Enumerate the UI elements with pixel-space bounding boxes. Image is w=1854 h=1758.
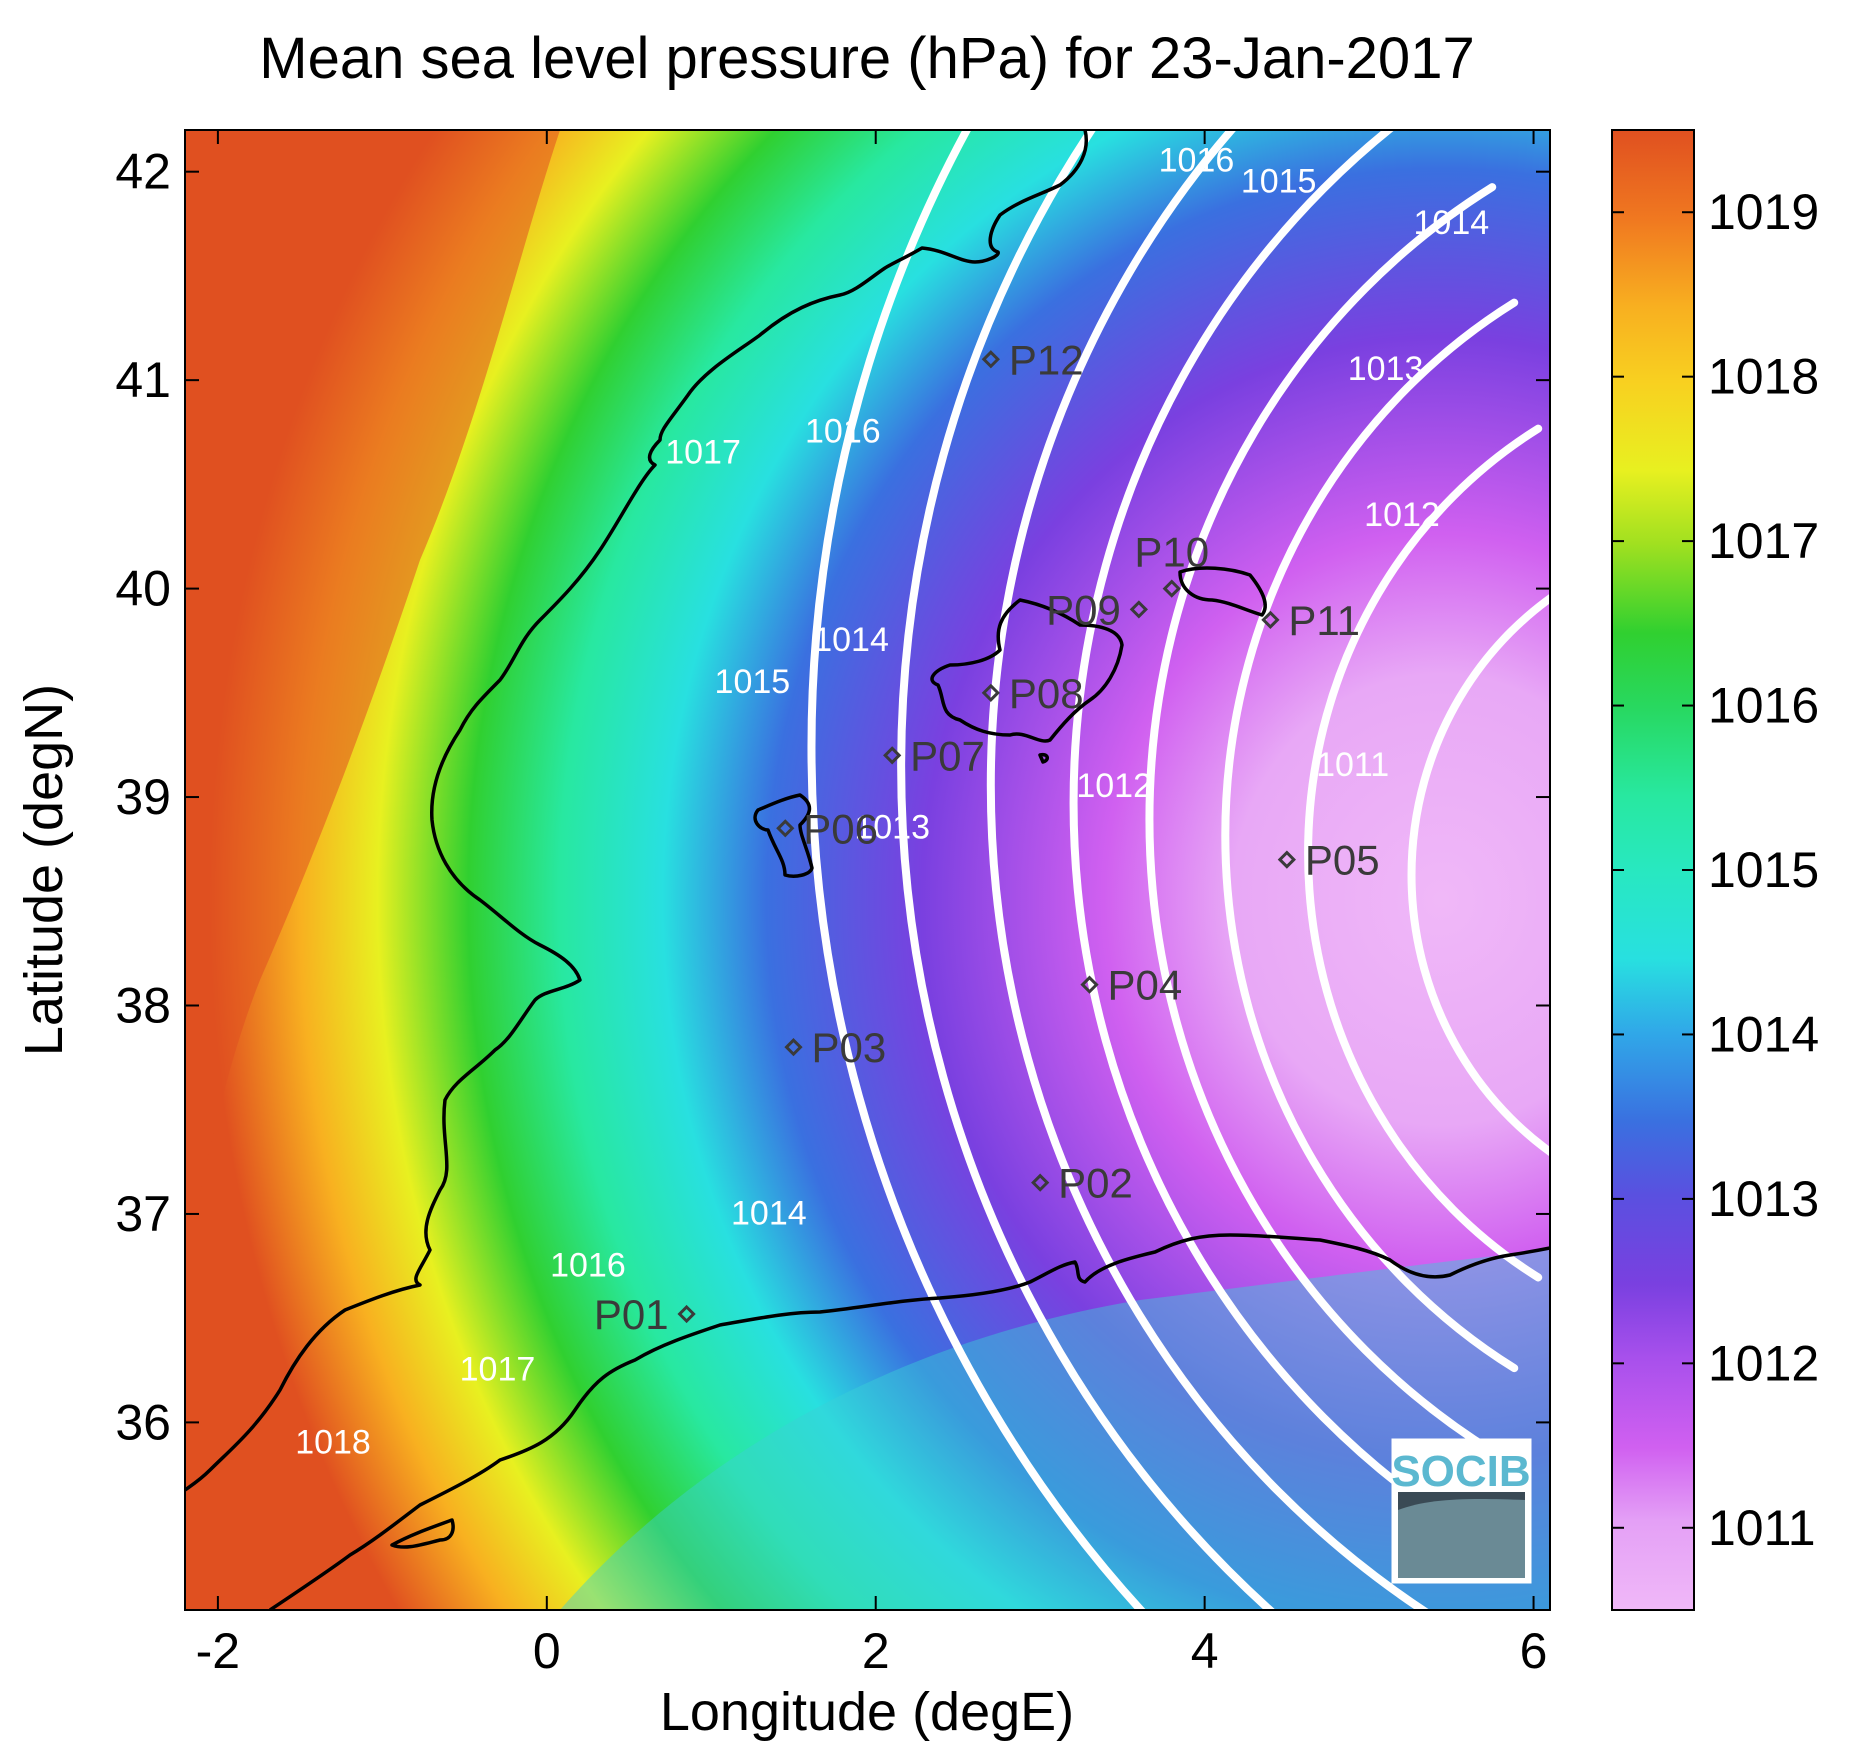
- colorbar-tick-label: 1015: [1708, 842, 1819, 898]
- y-tick-label: 38: [115, 977, 171, 1033]
- colorbar-tick-label: 1016: [1708, 678, 1819, 734]
- y-tick-label: 36: [115, 1394, 171, 1450]
- isobar-label: 1012: [1076, 767, 1152, 805]
- station-label: P06: [803, 805, 878, 852]
- socib-logo: SOCIB: [1391, 1438, 1532, 1584]
- station-marker: [1080, 975, 1099, 994]
- colorbar: [1611, 129, 1695, 1611]
- y-tick-label: 40: [115, 561, 171, 617]
- station-label: P12: [1009, 336, 1084, 383]
- station-label: P08: [1009, 670, 1084, 717]
- x-axis-ticks: -2 0 2 4 6: [196, 130, 1548, 1679]
- colorbar-tick-label: 1013: [1708, 1171, 1819, 1227]
- isobar-label: 1014: [813, 621, 889, 659]
- coastline: [185, 130, 1550, 1610]
- station-label: P04: [1108, 962, 1183, 1009]
- station-marker: [883, 746, 902, 765]
- x-tick-label: 0: [533, 1623, 561, 1679]
- chart-title: Mean sea level pressure (hPa) for 23-Jan…: [259, 26, 1474, 91]
- iberia-coastline: [185, 130, 1088, 1492]
- isobar-label: 1017: [665, 434, 741, 472]
- isobar-line: [897, 130, 1276, 1610]
- y-tick-label: 37: [115, 1186, 171, 1242]
- plot-frame: [184, 129, 1551, 1611]
- x-tick-label: 2: [862, 1623, 890, 1679]
- isobar-line: [986, 130, 1430, 1610]
- y-tick-label: 39: [115, 769, 171, 825]
- isobar-line: [1221, 298, 1519, 1373]
- isobar-label: 1011: [1316, 746, 1389, 784]
- station-marker: [1129, 600, 1148, 619]
- station-marker: [776, 819, 795, 838]
- station-marker: [1277, 850, 1296, 869]
- isobar-line: [1145, 183, 1497, 1456]
- station-markers: P01 P02 P03 P04 P05 P06 P07 P08 P09 P10 P11 P12: [594, 336, 1380, 1338]
- colorbar-tick-label: 1019: [1708, 184, 1819, 240]
- colorbar-tick-label: 1011: [1708, 1500, 1816, 1556]
- menorca-island: [1178, 566, 1267, 617]
- africa-coastline: [269, 1233, 1550, 1610]
- isobar-label: 1013: [1348, 350, 1424, 388]
- station-label: P02: [1058, 1160, 1133, 1207]
- y-tick-label: 42: [115, 144, 171, 200]
- station-marker: [1162, 579, 1181, 598]
- alboran-island: [390, 1518, 455, 1549]
- station-marker: [784, 1038, 803, 1057]
- isobar-labels: 1011 1012 1012 1013 1013 1014 1014 1014 1015 1015…: [295, 142, 1489, 1462]
- y-axis-ticks: 36 37 38 39 40 41 42: [115, 144, 1550, 1450]
- isobar-label: 1013: [854, 809, 930, 847]
- isobar-label: 1014: [731, 1194, 807, 1232]
- station-marker: [1261, 610, 1280, 629]
- cabrera-island: [1038, 752, 1049, 764]
- x-tick-label: 6: [1520, 1623, 1548, 1679]
- station-label: P09: [1046, 586, 1121, 633]
- station-marker: [981, 350, 1000, 369]
- isobar-line: [1407, 593, 1550, 1157]
- isobar-label: 1014: [1414, 204, 1490, 242]
- mallorca-island: [930, 598, 1124, 743]
- isobar-label: 1015: [1241, 163, 1317, 201]
- x-tick-label: -2: [196, 1623, 240, 1679]
- x-tick-label: 4: [1191, 1623, 1219, 1679]
- colorbar-tick-label: 1017: [1708, 513, 1819, 569]
- isobar-label: 1018: [295, 1424, 371, 1462]
- isobar-label: 1016: [1159, 142, 1235, 180]
- isobar-label: 1015: [715, 663, 791, 701]
- station-label: P03: [811, 1024, 886, 1071]
- x-axis-label: Longitude (degE): [660, 1682, 1074, 1742]
- station-label: P11: [1288, 597, 1360, 644]
- colorbar-tick-label: 1014: [1708, 1006, 1819, 1062]
- isobar-label: 1012: [1364, 496, 1440, 534]
- isobar-label: 1017: [460, 1351, 536, 1389]
- isobar-line: [807, 130, 1147, 1610]
- svg-text:SOCIB: SOCIB: [1391, 1447, 1530, 1496]
- isobar-label: 1016: [805, 413, 881, 451]
- land-high-pressure: [185, 130, 560, 1260]
- isobar-line: [1304, 424, 1543, 1282]
- y-axis-label: Latitude (degN): [14, 684, 74, 1056]
- station-label: P05: [1305, 837, 1380, 884]
- ibiza-island: [753, 793, 814, 878]
- y-tick-label: 41: [115, 352, 171, 408]
- colorbar-tick-label: 1012: [1708, 1335, 1819, 1391]
- station-label: P07: [910, 732, 985, 779]
- station-marker: [1031, 1173, 1050, 1192]
- colorbar-tick-label: 1018: [1708, 349, 1819, 405]
- isobar-label: 1016: [550, 1246, 626, 1284]
- plot-area: 1011 1012 1012 1013 1013 1014 1014 1014 1015 1015…: [185, 130, 1550, 1610]
- station-marker: [677, 1304, 696, 1324]
- station-marker: [981, 683, 1000, 702]
- colorbar-ticks: 1011 1012 1013 1014 1015 1016 1017 1018 1019: [1612, 184, 1819, 1556]
- isobar-lines: [807, 130, 1550, 1610]
- isobar-line: [1069, 130, 1475, 1539]
- station-label: P01: [594, 1291, 669, 1338]
- station-label: P10: [1134, 529, 1209, 576]
